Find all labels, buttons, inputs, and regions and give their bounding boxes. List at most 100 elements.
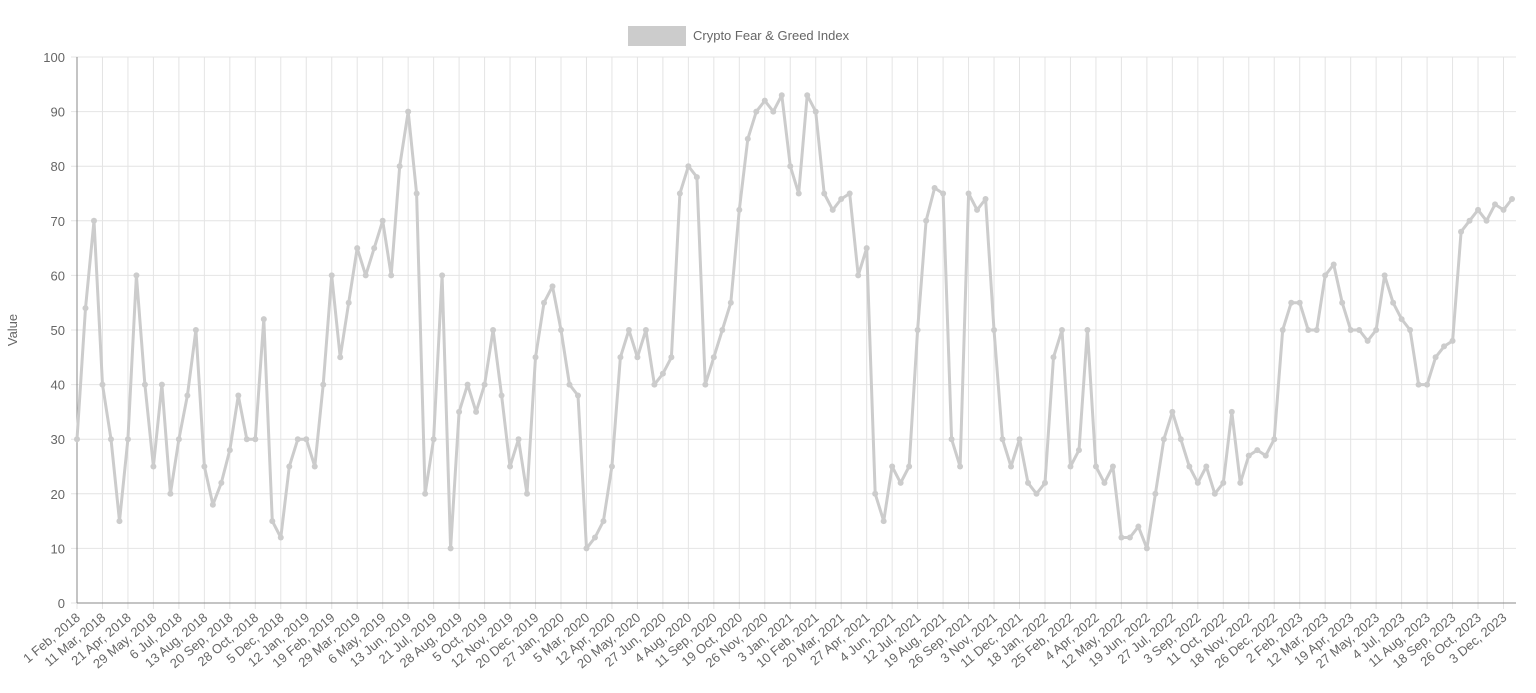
data-point [1432, 354, 1439, 361]
data-point [277, 534, 284, 541]
data-point [337, 354, 344, 361]
data-point [362, 272, 369, 279]
y-tick-label: 60 [51, 268, 65, 283]
data-point [1152, 490, 1159, 497]
data-point [634, 354, 641, 361]
data-point [668, 354, 675, 361]
y-tick-label: 40 [51, 378, 65, 393]
data-point [1305, 327, 1312, 333]
data-point [778, 92, 785, 99]
data-point [821, 190, 828, 197]
data-point [328, 272, 335, 279]
data-point [141, 381, 148, 388]
data-point [1237, 479, 1244, 486]
legend-swatch[interactable] [628, 26, 686, 46]
data-point [1313, 327, 1320, 333]
data-point [507, 463, 514, 470]
data-point [1407, 327, 1414, 333]
data-point [1186, 463, 1193, 470]
data-point [1500, 206, 1507, 213]
data-point [991, 327, 998, 333]
data-point [940, 190, 947, 197]
data-point [1126, 534, 1133, 541]
data-point [1211, 490, 1218, 497]
data-point [965, 190, 972, 197]
data-point [838, 195, 845, 202]
data-point [82, 305, 89, 312]
data-point [405, 108, 412, 115]
data-point [1118, 534, 1125, 541]
y-tick-label: 0 [58, 596, 65, 611]
data-point [388, 272, 395, 279]
data-point [1025, 479, 1032, 486]
data-point [473, 408, 480, 415]
data-point [294, 436, 301, 443]
y-tick-label: 10 [51, 541, 65, 556]
data-point [184, 392, 191, 399]
data-point [209, 501, 216, 508]
data-point [931, 185, 938, 192]
data-point [617, 354, 624, 361]
data-point [286, 463, 293, 470]
data-point [1296, 299, 1303, 306]
data-point [719, 327, 726, 333]
data-point [1008, 463, 1015, 470]
data-point [566, 381, 573, 388]
data-point [524, 490, 531, 497]
data-point [116, 518, 123, 525]
data-point [1492, 201, 1499, 208]
data-point [906, 463, 913, 470]
data-point [541, 299, 548, 306]
data-point [948, 436, 955, 443]
data-point [1398, 316, 1405, 323]
data-point [591, 534, 598, 541]
data-point [846, 190, 853, 197]
data-point [1347, 327, 1354, 333]
data-point [600, 518, 607, 525]
data-point [812, 108, 819, 115]
data-point [235, 392, 242, 399]
data-point [269, 518, 276, 525]
data-point [422, 490, 429, 497]
data-point [354, 245, 361, 252]
data-point [303, 436, 310, 443]
data-point [90, 217, 97, 224]
data-point [1245, 452, 1252, 459]
data-point [583, 545, 590, 552]
y-tick-label: 80 [51, 159, 65, 174]
y-tick-label: 70 [51, 214, 65, 229]
y-tick-label: 50 [51, 323, 65, 338]
data-point [804, 92, 811, 99]
data-point [736, 206, 743, 213]
data-point [1330, 261, 1337, 268]
data-point [889, 463, 896, 470]
data-point [999, 436, 1006, 443]
data-point [1109, 463, 1116, 470]
data-point [676, 190, 683, 197]
data-point [1322, 272, 1329, 279]
data-point [1424, 381, 1431, 388]
data-point [320, 381, 327, 388]
data-point [260, 316, 267, 323]
data-point [133, 272, 140, 279]
data-point [1262, 452, 1269, 459]
data-point [1254, 447, 1261, 454]
data-point [982, 195, 989, 202]
data-point [1364, 337, 1371, 344]
data-point [1033, 490, 1040, 497]
data-point [753, 108, 760, 115]
data-point [1466, 217, 1473, 224]
data-point [1449, 337, 1456, 344]
data-point [218, 479, 225, 486]
data-point [311, 463, 318, 470]
data-point [1373, 327, 1380, 333]
data-point [1220, 479, 1227, 486]
legend-label[interactable]: Crypto Fear & Greed Index [693, 28, 850, 43]
data-point [685, 163, 692, 170]
data-point [880, 518, 887, 525]
data-point [1041, 479, 1048, 486]
data-point [167, 490, 174, 497]
data-point [1390, 299, 1397, 306]
data-point [1458, 228, 1465, 235]
data-point [124, 436, 131, 443]
